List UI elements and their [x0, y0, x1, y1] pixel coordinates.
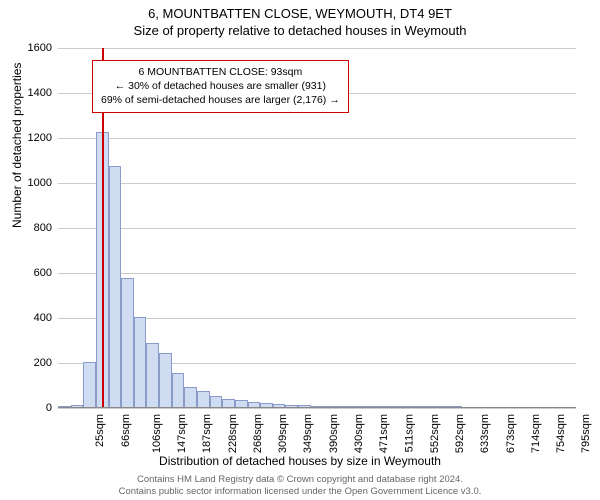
title-block: 6, MOUNTBATTEN CLOSE, WEYMOUTH, DT4 9ET … — [0, 0, 600, 38]
x-tick-label: 390sqm — [328, 414, 340, 453]
x-tick-label: 592sqm — [454, 414, 466, 453]
x-tick-label: 25sqm — [94, 414, 106, 447]
page-title-address: 6, MOUNTBATTEN CLOSE, WEYMOUTH, DT4 9ET — [0, 6, 600, 21]
y-tick-label: 1400 — [12, 87, 52, 99]
x-tick-label: 147sqm — [176, 414, 188, 453]
x-tick-label: 633sqm — [479, 414, 491, 453]
histogram-bar — [146, 343, 159, 408]
y-tick-label: 1600 — [12, 42, 52, 54]
y-tick-label: 1200 — [12, 132, 52, 144]
x-tick-label: 228sqm — [227, 414, 239, 453]
grid-line — [58, 408, 576, 409]
y-tick-label: 600 — [12, 267, 52, 279]
info-line-2: ← 30% of detached houses are smaller (93… — [101, 79, 340, 93]
footer-line-1: Contains HM Land Registry data © Crown c… — [0, 474, 600, 486]
info-line-1: 6 MOUNTBATTEN CLOSE: 93sqm — [101, 65, 340, 79]
x-tick-label: 714sqm — [530, 414, 542, 453]
histogram-bar — [172, 373, 185, 408]
footer-line-2: Contains public sector information licen… — [0, 486, 600, 498]
x-tick-label: 106sqm — [151, 414, 163, 453]
y-tick-label: 800 — [12, 222, 52, 234]
x-axis-line — [58, 407, 576, 408]
x-tick-label: 471sqm — [378, 414, 390, 453]
x-tick-label: 511sqm — [403, 414, 415, 452]
histogram-bar — [159, 353, 172, 408]
x-tick-label: 349sqm — [303, 414, 315, 453]
x-axis-label: Distribution of detached houses by size … — [0, 454, 600, 468]
histogram-bar — [121, 278, 134, 409]
x-tick-label: 673sqm — [505, 414, 517, 453]
y-tick-label: 200 — [12, 357, 52, 369]
x-tick-label: 795sqm — [581, 414, 593, 453]
x-tick-label: 309sqm — [277, 414, 289, 453]
x-tick-label: 268sqm — [252, 414, 264, 453]
x-tick-label: 430sqm — [353, 414, 365, 453]
footer: Contains HM Land Registry data © Crown c… — [0, 474, 600, 498]
x-tick-label: 66sqm — [120, 414, 132, 447]
x-tick-label: 754sqm — [555, 414, 567, 453]
y-tick-label: 400 — [12, 312, 52, 324]
grid-line — [58, 228, 576, 229]
y-tick-label: 0 — [12, 402, 52, 414]
x-tick-label: 187sqm — [202, 414, 214, 453]
info-line-3: 69% of semi-detached houses are larger (… — [101, 93, 340, 107]
histogram-bar — [83, 362, 96, 408]
page-title-subtitle: Size of property relative to detached ho… — [0, 23, 600, 38]
histogram-bar — [109, 166, 122, 408]
x-tick-label: 552sqm — [429, 414, 441, 453]
histogram-bar — [184, 387, 197, 408]
grid-line — [58, 48, 576, 49]
histogram-bar — [134, 317, 147, 408]
histogram-bar — [197, 391, 210, 408]
grid-line — [58, 183, 576, 184]
info-box: 6 MOUNTBATTEN CLOSE: 93sqm ← 30% of deta… — [92, 60, 349, 113]
grid-line — [58, 138, 576, 139]
grid-line — [58, 273, 576, 274]
y-tick-label: 1000 — [12, 177, 52, 189]
